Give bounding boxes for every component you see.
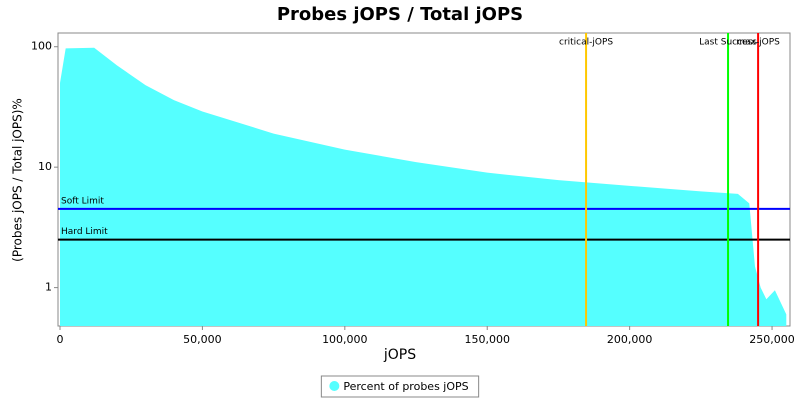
x-tick-label: 100,000 bbox=[322, 333, 368, 346]
y-tick-label: 100 bbox=[31, 40, 52, 53]
marker-label: max-jOPS bbox=[736, 38, 780, 48]
threshold-label: Hard Limit bbox=[61, 227, 108, 237]
marker-label: critical-jOPS bbox=[559, 38, 613, 48]
y-tick-label: 10 bbox=[38, 160, 52, 173]
threshold-label: Soft Limit bbox=[61, 196, 104, 206]
x-axis-label: jOPS bbox=[383, 347, 416, 363]
x-tick-label: 150,000 bbox=[464, 333, 510, 346]
y-tick-label: 1 bbox=[45, 281, 52, 294]
x-tick-label: 0 bbox=[56, 333, 63, 346]
marker-label: Last Success bbox=[699, 38, 757, 48]
y-axis-label: (Probes jOPS / Total jOPS)% bbox=[11, 98, 25, 262]
x-tick-label: 250,000 bbox=[749, 333, 795, 346]
x-tick-label: 50,000 bbox=[183, 333, 222, 346]
legend-box bbox=[320, 375, 480, 398]
legend-label: Percent of probes jOPS bbox=[343, 380, 468, 393]
area bbox=[59, 47, 787, 327]
legend-swatch bbox=[329, 381, 340, 391]
chart-title: Probes jOPS / Total jOPS bbox=[277, 4, 523, 25]
x-tick-label: 200,000 bbox=[607, 333, 653, 346]
legend: Percent of probes jOPS bbox=[320, 375, 480, 398]
